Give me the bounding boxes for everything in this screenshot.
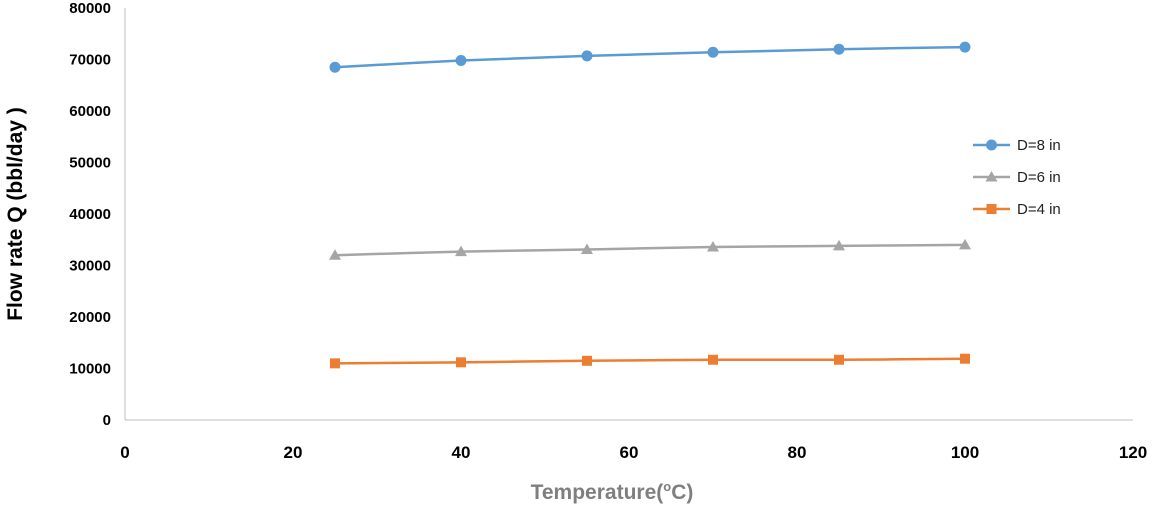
y-tick-label: 10000 <box>69 361 111 378</box>
legend-label: D=4 in <box>1017 201 1061 218</box>
data-point <box>959 238 971 250</box>
data-point <box>833 43 845 55</box>
x-tick-label: 60 <box>620 443 639 462</box>
x-tick-label: 80 <box>788 443 807 462</box>
y-tick-label: 70000 <box>69 52 111 69</box>
data-point <box>707 240 719 252</box>
series-line <box>334 357 966 365</box>
legend-marker <box>986 204 997 214</box>
data-point <box>834 354 844 365</box>
series-line <box>334 45 966 69</box>
x-tick-label: 20 <box>284 443 303 462</box>
x-tick-label: 100 <box>951 443 979 462</box>
data-point <box>959 41 971 53</box>
axes: 0 10000 20000 30000 40000 50000 60000 70000 8000… <box>69 0 1147 462</box>
y-tick-label: 40000 <box>69 206 111 223</box>
x-tick-label: 0 <box>120 443 129 462</box>
data-point <box>330 358 340 369</box>
x-axis-label: Temperature(oC) <box>531 479 694 504</box>
legend-marker <box>985 171 998 182</box>
legend-label: D=8 in <box>1017 137 1061 154</box>
y-tick-label: 50000 <box>69 155 111 172</box>
data-point <box>581 243 593 255</box>
y-tick-label: 80000 <box>69 0 111 17</box>
legend-entry: D=6 in <box>973 169 1061 186</box>
series-d-8-in <box>329 41 971 73</box>
data-point <box>456 357 466 368</box>
data-point <box>960 353 970 364</box>
x-tick-label: 40 <box>452 443 471 462</box>
y-tick-label: 60000 <box>69 103 111 120</box>
data-point <box>455 55 467 67</box>
y-tick-label: 20000 <box>69 309 111 326</box>
data-point <box>329 249 341 260</box>
data-point <box>329 61 341 73</box>
y-tick-label: 0 <box>103 412 111 429</box>
x-tick-label: 120 <box>1119 443 1147 462</box>
series-d-4-in <box>330 353 970 369</box>
series-d-6-in <box>329 238 971 260</box>
data-point <box>581 50 593 62</box>
legend-marker <box>986 139 997 151</box>
data-point <box>455 245 467 257</box>
data-point <box>707 46 719 58</box>
legend: D=8 in D=6 in D=4 in <box>973 137 1061 218</box>
y-axis-label: Flow rate Q (bbl/day ) <box>4 107 27 321</box>
y-tick-label: 30000 <box>69 258 111 275</box>
data-point <box>582 355 592 366</box>
data-point <box>708 354 718 365</box>
data-point <box>833 239 845 251</box>
legend-label: D=6 in <box>1017 169 1061 186</box>
plot-area <box>329 41 971 369</box>
series-line <box>334 243 966 257</box>
legend-entry: D=4 in <box>973 201 1061 218</box>
legend-entry: D=8 in <box>973 137 1061 154</box>
